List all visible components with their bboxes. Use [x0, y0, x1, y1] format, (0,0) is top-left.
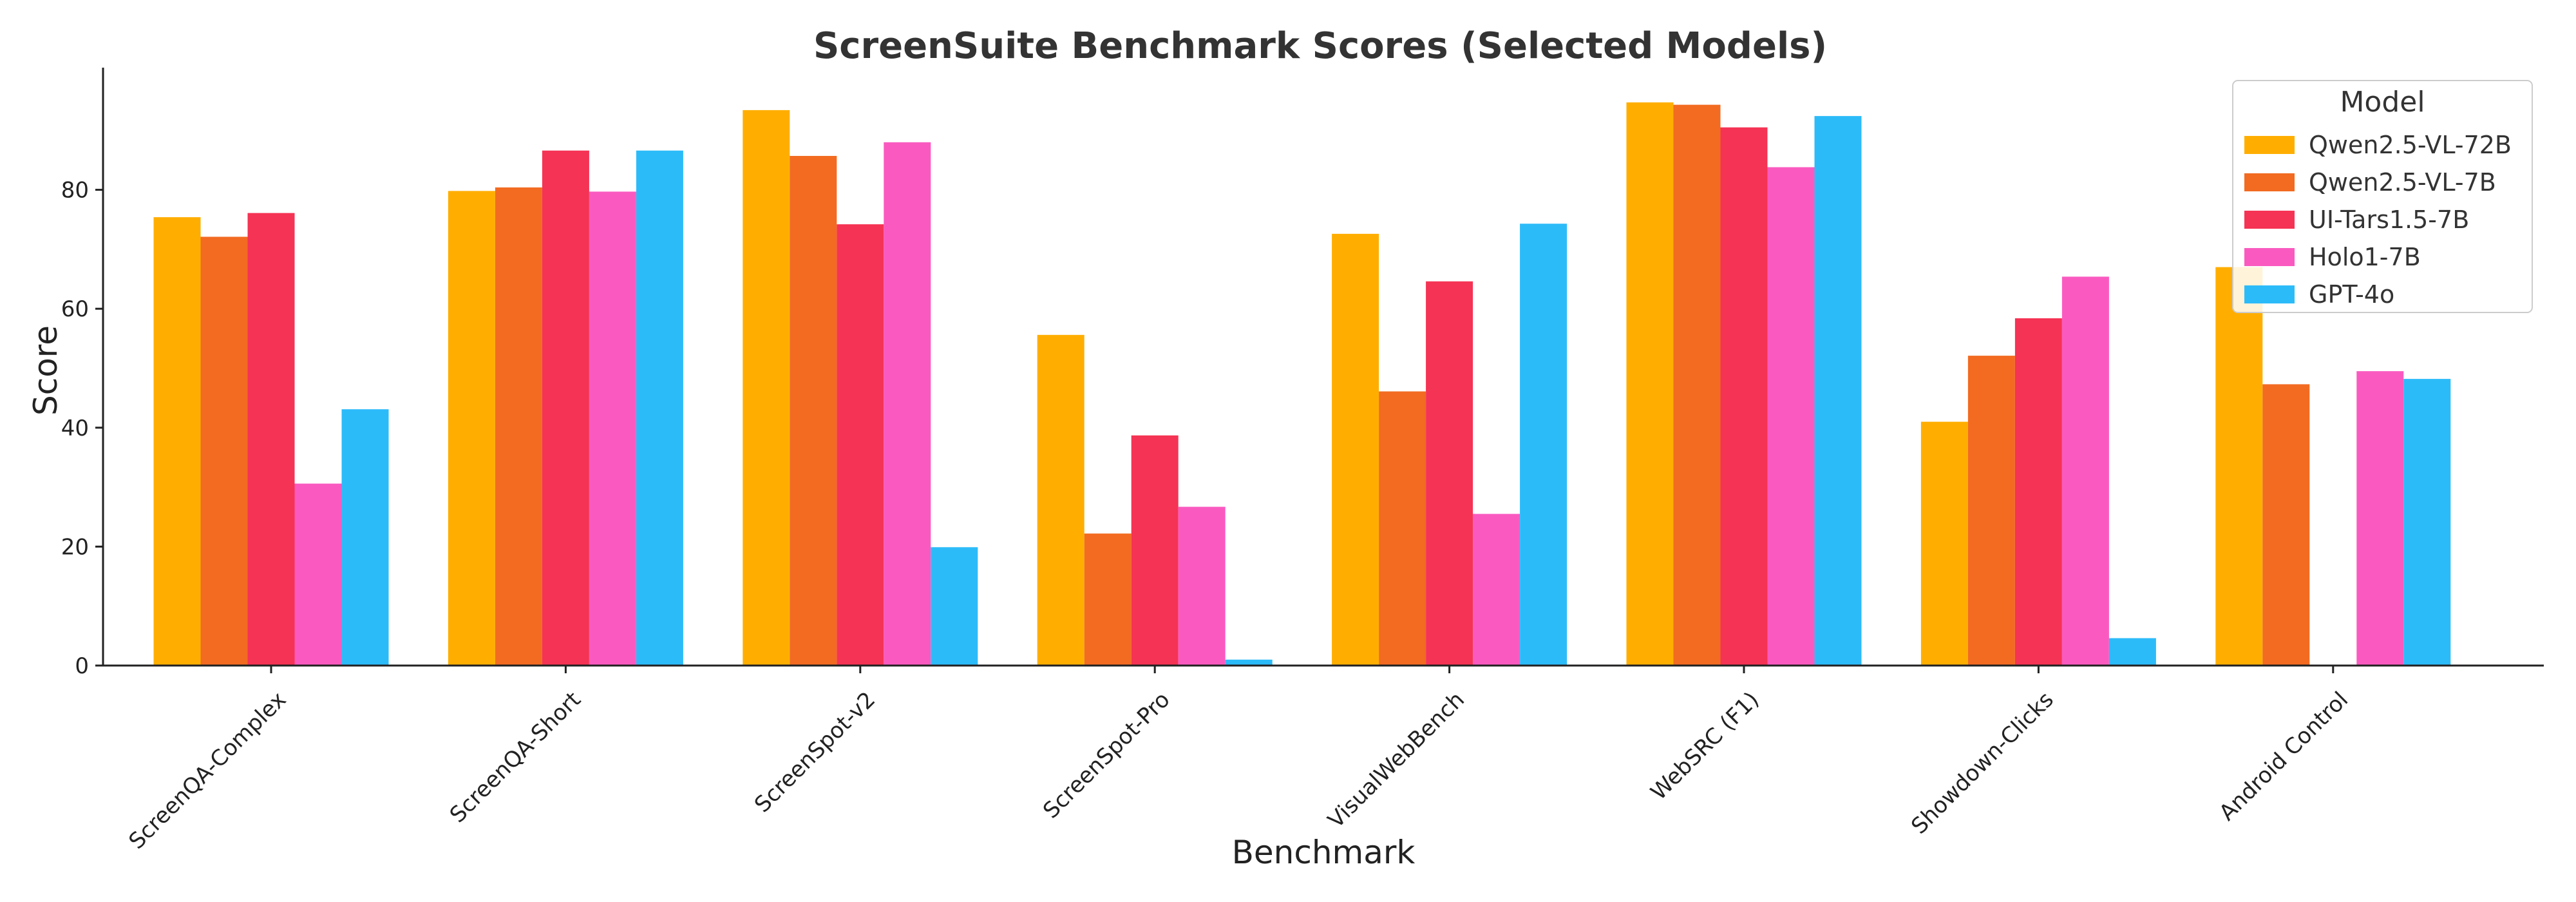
- y-tick-label-60: 60: [61, 296, 89, 322]
- bar-ui-tars1-5-7b-2: [837, 224, 884, 666]
- bar-gpt-4o-7: [2403, 379, 2451, 666]
- bar-holo1-7b-3: [1178, 506, 1226, 666]
- bar-ui-tars1-5-7b-3: [1131, 435, 1179, 666]
- bar-holo1-7b-0: [294, 483, 342, 666]
- legend-box: [2232, 80, 2533, 313]
- legend-swatch-2: [2244, 211, 2295, 229]
- legend: Model Qwen2.5-VL-72B Qwen2.5-VL-7B UI-Tars1…: [2232, 80, 2533, 313]
- x-tick-label-1: ScreenQA-Short: [445, 687, 586, 828]
- legend-label-4: GPT-4o: [2309, 280, 2394, 309]
- bar-qwen2-5-vl-7b-0: [200, 236, 248, 666]
- x-tick-label-0: ScreenQA-Complex: [124, 687, 291, 854]
- x-axis-label: Benchmark: [1232, 834, 1416, 871]
- bar-qwen2-5-vl-72b-7: [2215, 267, 2263, 666]
- legend-swatch-1: [2244, 173, 2295, 191]
- bar-holo1-7b-7: [2356, 371, 2404, 666]
- legend-label-2: UI-Tars1.5-7B: [2309, 206, 2469, 234]
- bar-holo1-7b-6: [2061, 276, 2109, 666]
- bar-qwen2-5-vl-7b-2: [790, 156, 837, 666]
- bar-gpt-4o-6: [2108, 638, 2156, 666]
- legend-swatch-0: [2244, 136, 2295, 154]
- bar-ui-tars1-5-7b-5: [1720, 127, 1768, 666]
- legend-swatch-4: [2244, 285, 2295, 303]
- bar-qwen2-5-vl-7b-5: [1673, 104, 1721, 666]
- bar-qwen2-5-vl-72b-4: [1332, 233, 1379, 666]
- bar-qwen2-5-vl-72b-3: [1037, 334, 1084, 666]
- y-tick-label-20: 20: [61, 534, 89, 560]
- x-tick-label-4: VisualWebBench: [1323, 687, 1470, 833]
- bar-gpt-4o-2: [931, 547, 978, 666]
- bar-qwen2-5-vl-72b-2: [743, 110, 790, 666]
- legend-label-3: Holo1-7B: [2309, 243, 2421, 271]
- bar-qwen2-5-vl-72b-5: [1626, 102, 1674, 666]
- y-axis-label: Score: [27, 325, 64, 416]
- x-tick-label-6: Showdown-Clicks: [1906, 687, 2059, 840]
- bar-ui-tars1-5-7b-1: [542, 150, 589, 666]
- bar-qwen2-5-vl-72b-1: [448, 191, 495, 666]
- bar-holo1-7b-5: [1767, 167, 1815, 666]
- bar-qwen2-5-vl-7b-3: [1084, 533, 1132, 666]
- x-tick-label-3: ScreenSpot-Pro: [1038, 687, 1175, 823]
- bar-gpt-4o-0: [341, 409, 389, 666]
- y-tick-label-0: 0: [75, 653, 89, 679]
- x-tick-label-5: WebSRC (F1): [1646, 687, 1765, 805]
- bar-qwen2-5-vl-7b-6: [1967, 356, 2015, 666]
- bar-holo1-7b-1: [589, 191, 636, 666]
- bar-holo1-7b-2: [884, 142, 931, 666]
- axes-layer: 0 20 40 60 80 ScreenQA-Complex ScreenQA-Short S…: [61, 68, 2544, 854]
- bar-gpt-4o-3: [1225, 659, 1273, 666]
- legend-swatch-3: [2244, 248, 2295, 266]
- bar-ui-tars1-5-7b-4: [1426, 281, 1473, 666]
- bars-layer: [153, 102, 2451, 666]
- y-tick-label-80: 80: [61, 178, 89, 204]
- bar-ui-tars1-5-7b-6: [2014, 318, 2062, 666]
- bar-qwen2-5-vl-7b-1: [495, 187, 542, 666]
- bar-gpt-4o-1: [636, 150, 683, 666]
- bar-gpt-4o-4: [1520, 224, 1567, 666]
- legend-label-1: Qwen2.5-VL-7B: [2309, 168, 2496, 197]
- bar-qwen2-5-vl-72b-0: [153, 217, 201, 666]
- bar-holo1-7b-4: [1473, 513, 1520, 666]
- bar-ui-tars1-5-7b-0: [247, 213, 295, 666]
- bar-qwen2-5-vl-7b-4: [1379, 391, 1426, 666]
- bar-qwen2-5-vl-7b-7: [2262, 384, 2310, 666]
- chart-title: ScreenSuite Benchmark Scores (Selected M…: [813, 25, 1827, 67]
- y-tick-label-40: 40: [61, 416, 89, 441]
- legend-label-0: Qwen2.5-VL-72B: [2309, 131, 2512, 159]
- bar-gpt-4o-5: [1814, 116, 1862, 666]
- bar-qwen2-5-vl-72b-6: [1920, 421, 1968, 666]
- x-tick-label-2: ScreenSpot-v2: [750, 687, 880, 818]
- legend-title: Model: [2340, 86, 2425, 119]
- x-tick-label-7: Android Control: [2214, 687, 2353, 826]
